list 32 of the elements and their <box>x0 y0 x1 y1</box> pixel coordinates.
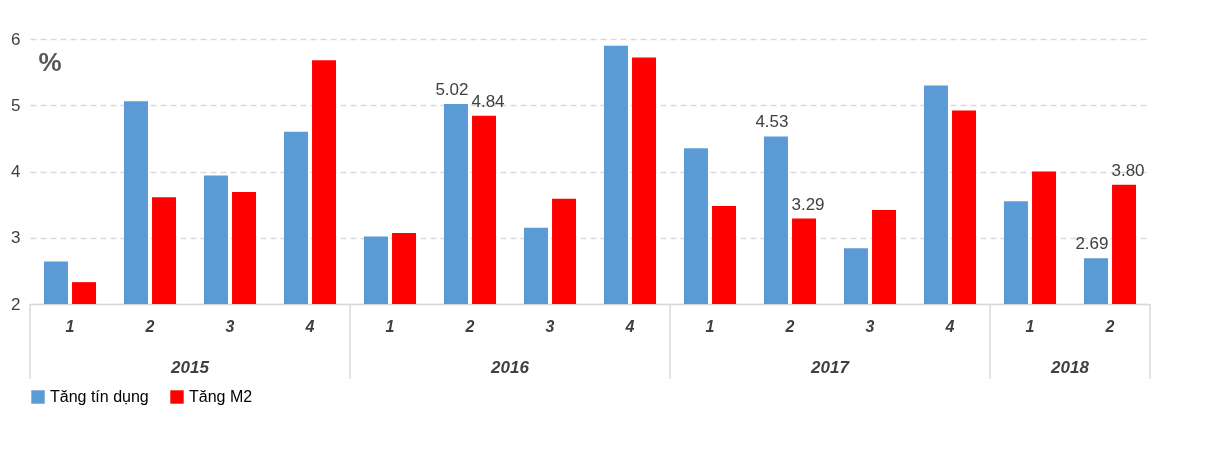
data-label: 3.80 <box>1111 160 1145 180</box>
y-tick-label: 5 <box>11 95 21 115</box>
text: 2016 <box>490 358 530 377</box>
data-label: 4.53 <box>755 112 789 132</box>
y-axis-title: % <box>38 46 62 77</box>
x-tick-label: 2 <box>1104 317 1115 335</box>
x-tick-label: 3 <box>545 317 555 335</box>
data-label: 2.69 <box>1075 234 1109 254</box>
legend-label: Tăng tín dụng <box>50 388 149 405</box>
text: 2015 <box>170 358 210 377</box>
data-label: 4.84 <box>471 91 505 111</box>
x-tick-label: 1 <box>1025 317 1035 335</box>
x-tick-label: 2 <box>464 317 475 335</box>
y-tick-label: 3 <box>11 228 21 248</box>
data-label: 3.29 <box>791 194 825 214</box>
x-tick-label: 3 <box>225 317 235 335</box>
x-tick-label: 4 <box>944 317 955 335</box>
x-tick-label: 1 <box>65 317 75 335</box>
x-tick-label: 3 <box>865 317 875 335</box>
x-tick-label: 1 <box>385 317 395 335</box>
text: 2017 <box>810 358 851 377</box>
data-label: 5.02 <box>435 79 469 99</box>
x-tick-label: 2 <box>144 317 155 335</box>
y-tick-label: 6 <box>11 29 21 49</box>
y-tick-label: 2 <box>11 294 21 314</box>
x-tick-label: 4 <box>624 317 635 335</box>
y-tick-label: 4 <box>11 162 21 181</box>
x-tick-label: 2 <box>784 317 795 335</box>
legend-label: Tăng M2 <box>189 388 253 405</box>
x-tick-label: 4 <box>304 317 315 335</box>
x-tick-label: 1 <box>705 317 715 335</box>
text: 2018 <box>1050 358 1090 377</box>
